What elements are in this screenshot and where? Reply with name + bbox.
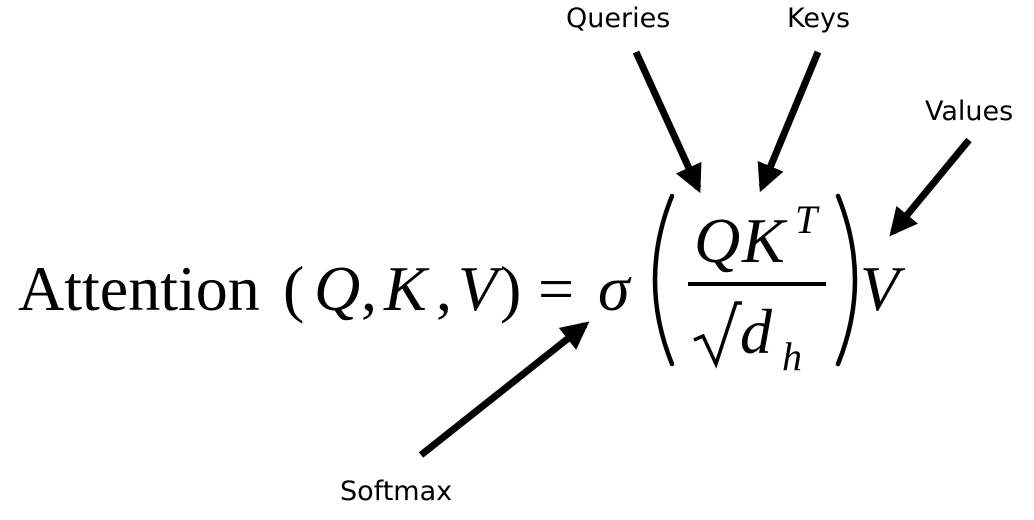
lhs-open-paren: ( — [283, 253, 304, 324]
queries-label: Queries — [566, 3, 670, 34]
denominator-d: d — [740, 296, 773, 367]
keys-label: Keys — [787, 3, 850, 34]
numerator-k: K — [741, 205, 788, 276]
lhs-arg-q: Q — [314, 253, 360, 324]
sigma-symbol: σ — [598, 253, 632, 324]
equals-sign: = — [538, 253, 574, 324]
values-arrow — [889, 137, 972, 237]
fraction-close-paren — [835, 193, 858, 367]
attention-function-name: Attention — [18, 253, 260, 324]
keys-arrow — [757, 50, 822, 193]
sqrt-sign — [693, 301, 742, 369]
transpose-superscript: T — [795, 197, 820, 242]
denominator-subscript-h: h — [782, 334, 802, 379]
lhs-arg-k: K — [383, 253, 430, 324]
values-label: Values — [925, 96, 1013, 127]
softmax-label: Softmax — [340, 476, 452, 507]
queries-arrow — [632, 50, 702, 194]
lhs-close-paren: ) — [500, 253, 521, 324]
softmax-arrow — [418, 321, 590, 458]
lhs-comma-1: , — [361, 253, 377, 324]
lhs-comma-2: , — [436, 253, 452, 324]
fraction-open-paren — [652, 193, 675, 367]
trailing-v: V — [860, 253, 906, 324]
lhs-arg-v: V — [458, 253, 504, 324]
numerator-q: Q — [694, 205, 740, 276]
